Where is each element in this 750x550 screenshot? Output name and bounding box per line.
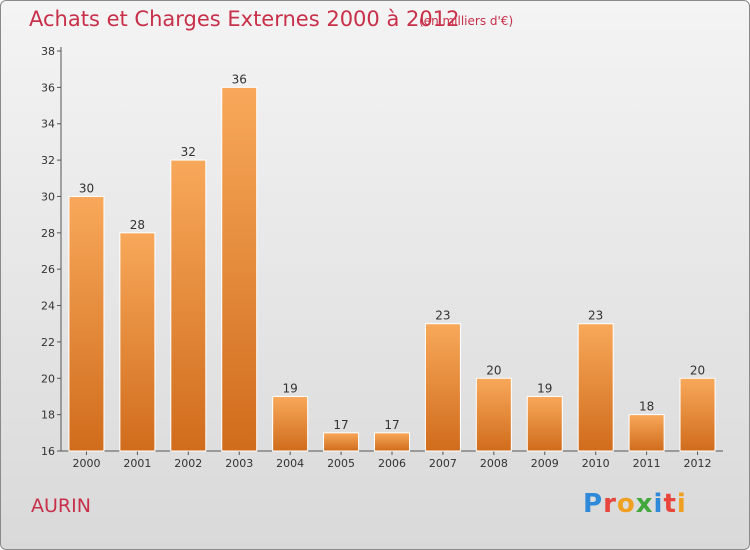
- y-tick-label: 30: [41, 190, 55, 203]
- data-label: 17: [384, 418, 399, 432]
- x-tick-label: 2002: [174, 457, 202, 470]
- data-label: 18: [639, 400, 654, 414]
- logo-letter: P: [583, 489, 604, 519]
- bar-2007: [424, 323, 461, 452]
- bar-2005: [323, 432, 360, 452]
- logo-letter: o: [616, 489, 636, 519]
- x-tick-label: 2003: [225, 457, 253, 470]
- x-tick-label: 2006: [378, 457, 406, 470]
- y-tick-label: 22: [41, 336, 55, 349]
- data-label: 32: [181, 145, 196, 159]
- bar-2002: [170, 159, 207, 452]
- data-label: 19: [283, 381, 298, 395]
- data-label: 36: [232, 72, 247, 86]
- y-tick-label: 16: [41, 445, 55, 458]
- y-tick-label: 24: [41, 300, 55, 313]
- data-label: 23: [435, 309, 450, 323]
- chart-title: Achats et Charges Externes 2000 à 2012: [29, 7, 460, 31]
- x-tick-label: 2010: [582, 457, 610, 470]
- x-tick-label: 2007: [429, 457, 457, 470]
- y-tick-label: 32: [41, 154, 55, 167]
- x-tick-label: 2011: [633, 457, 661, 470]
- y-tick-label: 38: [41, 45, 55, 58]
- y-tick-label: 36: [41, 81, 55, 94]
- data-label: 17: [333, 418, 348, 432]
- commune-name: AURIN: [31, 495, 91, 517]
- labels-group: 30 2000 28 2001 32 2002 36 2003 19 2004 17 2005 17 20…: [72, 72, 711, 470]
- x-tick-label: 2001: [123, 457, 151, 470]
- data-label: 20: [690, 363, 705, 377]
- data-label: 23: [588, 309, 603, 323]
- data-label: 19: [537, 381, 552, 395]
- x-tick-label: 2012: [684, 457, 712, 470]
- bar-2001: [119, 232, 156, 452]
- bar-2000: [68, 195, 105, 452]
- proxiti-logo[interactable]: Proxiti: [583, 489, 687, 519]
- bar-2009: [526, 395, 563, 452]
- logo-letter: r: [603, 489, 617, 519]
- bar-2004: [272, 395, 309, 452]
- y-tick-label: 34: [41, 118, 55, 131]
- x-tick-label: 2008: [480, 457, 508, 470]
- y-tick-label: 20: [41, 372, 55, 385]
- logo-letter: i: [653, 489, 664, 519]
- x-tick-label: 2004: [276, 457, 304, 470]
- y-tick-label: 28: [41, 227, 55, 240]
- bar-2010: [577, 323, 614, 452]
- bar-2008: [475, 377, 512, 452]
- x-tick-label: 2000: [72, 457, 100, 470]
- x-tick-label: 2005: [327, 457, 355, 470]
- logo-letter: i: [676, 489, 687, 519]
- bar-2011: [628, 414, 665, 452]
- bars-group: [68, 86, 716, 452]
- bar-2012: [679, 377, 716, 452]
- chart-subtitle: (en milliers d'€): [419, 14, 514, 28]
- y-tick-label: 18: [41, 409, 55, 422]
- x-tick-label: 2009: [531, 457, 559, 470]
- bar-2006: [374, 432, 410, 452]
- bar-2003: [221, 86, 258, 452]
- logo-letter: x: [635, 489, 654, 519]
- data-label: 20: [486, 363, 501, 377]
- y-tick-label: 26: [41, 263, 55, 276]
- logo-letter: t: [663, 489, 677, 519]
- data-label: 30: [79, 181, 94, 195]
- data-label: 28: [130, 218, 145, 232]
- axes: 16 18 20 22 24 26 28 30 32 34 36 38: [41, 45, 723, 458]
